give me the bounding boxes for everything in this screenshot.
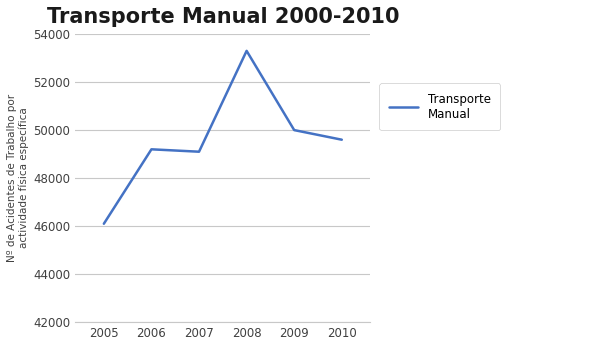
Transporte
Manual [148,147,155,151]
Transporte
Manual [338,138,346,142]
Transporte
Manual [291,128,298,132]
Transporte
Manual [196,150,203,154]
Y-axis label: Nº de Acidentes de Trabalho por
actividade física específica: Nº de Acidentes de Trabalho por activida… [7,94,29,262]
Title: Transporte Manual 2000-2010: Transporte Manual 2000-2010 [47,7,399,27]
Transporte
Manual [100,222,107,226]
Transporte
Manual [243,49,250,53]
Line: Transporte
Manual: Transporte Manual [104,51,342,224]
Legend: Transporte
Manual: Transporte Manual [379,83,500,130]
